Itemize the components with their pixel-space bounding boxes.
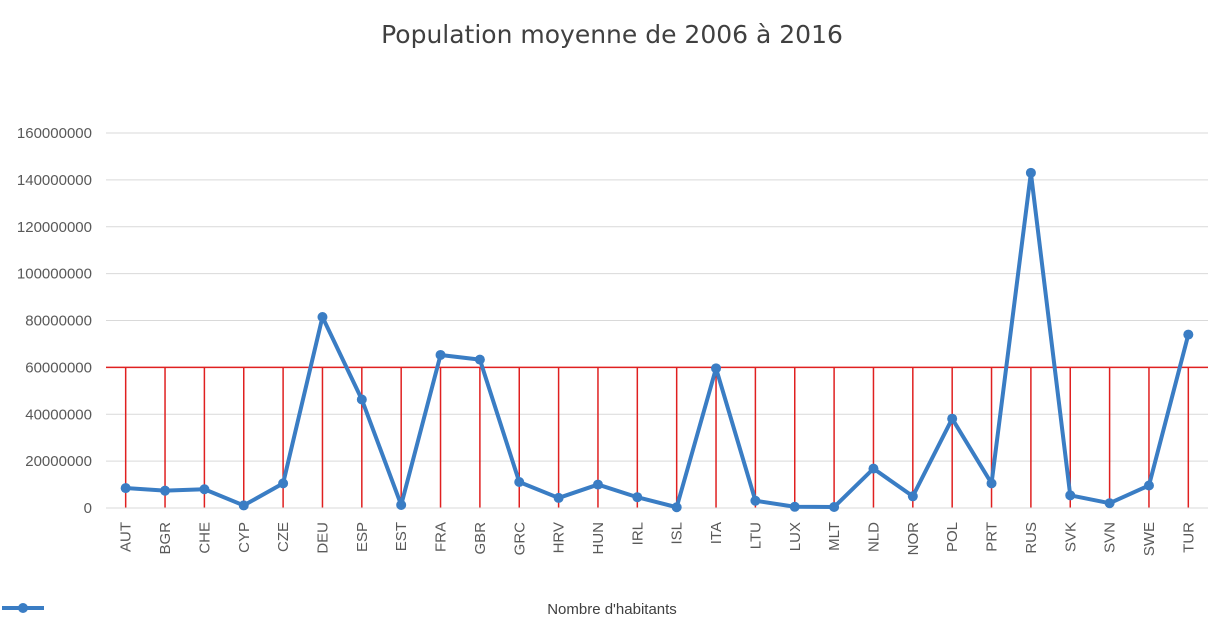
x-tick-label: PRT: [984, 522, 1001, 552]
x-tick-label: NOR: [905, 522, 922, 556]
y-tick-label: 80000000: [25, 313, 92, 330]
data-point: [1025, 167, 1036, 178]
data-point: [632, 492, 643, 503]
y-axis: 0 20000000 40000000 60000000 80000000 1000000…: [17, 125, 92, 517]
data-point: [1065, 490, 1076, 501]
data-point: [474, 354, 485, 365]
x-tick-label: DEU: [314, 522, 331, 554]
x-tick-label: HRV: [551, 522, 568, 553]
x-tick-label: MLT: [826, 522, 843, 551]
data-point: [396, 499, 407, 510]
y-tick-label: 60000000: [25, 359, 92, 376]
data-point: [750, 495, 761, 506]
data-point: [278, 478, 289, 489]
y-tick-label: 100000000: [17, 266, 92, 283]
data-point: [711, 363, 722, 374]
y-tick-label: 120000000: [17, 219, 92, 236]
x-tick-label: FRA: [433, 522, 450, 552]
data-point: [1104, 498, 1115, 509]
x-tick-label: SVK: [1062, 522, 1079, 552]
x-tick-label: CZE: [275, 522, 292, 552]
x-tick-label: LUX: [787, 522, 804, 551]
x-tick-label: ESP: [354, 522, 371, 552]
reference-droplines: [106, 366, 1208, 508]
data-point: [592, 479, 603, 490]
x-tick-label: ITA: [708, 522, 725, 544]
data-point: [356, 394, 367, 405]
x-tick-label: NLD: [865, 522, 882, 552]
data-point: [907, 491, 918, 502]
x-tick-label: EST: [393, 522, 410, 551]
x-tick-labels: AUT BGR CHE CYP CZE DEU ESP EST FRA GBR GRC HRV HUN I…: [118, 522, 1198, 556]
x-tick-label: CYP: [236, 522, 253, 553]
x-tick-label: AUT: [118, 522, 135, 552]
data-point: [553, 492, 564, 503]
data-point: [199, 484, 210, 495]
data-point: [435, 349, 446, 360]
x-tick-label: TUR: [1180, 522, 1197, 553]
x-tick-label: SVN: [1102, 522, 1119, 553]
data-point: [120, 483, 131, 494]
x-tick-label: GRC: [511, 522, 528, 556]
x-tick-label: HUN: [590, 522, 607, 555]
y-tick-label: 40000000: [25, 406, 92, 423]
chart-title: Population moyenne de 2006 à 2016: [381, 20, 843, 49]
y-tick-label: 0: [84, 500, 92, 517]
data-point: [789, 501, 800, 512]
data-point: [514, 476, 525, 487]
data-point: [160, 485, 171, 496]
data-point: [1183, 329, 1194, 340]
y-tick-label: 160000000: [17, 125, 92, 142]
series-line: [123, 170, 1191, 510]
x-tick-label: POL: [944, 522, 961, 552]
data-point: [947, 413, 958, 424]
x-tick-label: CHE: [196, 522, 213, 554]
x-tick-label: IRL: [629, 522, 646, 545]
data-point: [986, 478, 997, 489]
data-point: [317, 311, 328, 322]
y-tick-label: 20000000: [25, 453, 92, 470]
x-tick-label: GBR: [472, 522, 489, 555]
data-point: [868, 463, 879, 474]
x-tick-label: RUS: [1023, 522, 1040, 554]
legend-marker-icon: [2, 603, 44, 613]
data-point: [238, 500, 249, 511]
x-tick-label: SWE: [1141, 522, 1158, 556]
data-point: [1143, 480, 1154, 491]
gridlines: [106, 132, 1208, 462]
x-tick-label: LTU: [747, 522, 764, 549]
legend: Nombre d'habitants: [0, 601, 1224, 618]
legend-label: Nombre d'habitants: [547, 601, 677, 618]
x-tick-label: BGR: [157, 522, 174, 555]
y-tick-label: 140000000: [17, 172, 92, 189]
data-point: [671, 502, 682, 513]
x-tick-label: ISL: [669, 522, 686, 545]
data-point: [829, 502, 840, 513]
series-group: [120, 167, 1194, 513]
